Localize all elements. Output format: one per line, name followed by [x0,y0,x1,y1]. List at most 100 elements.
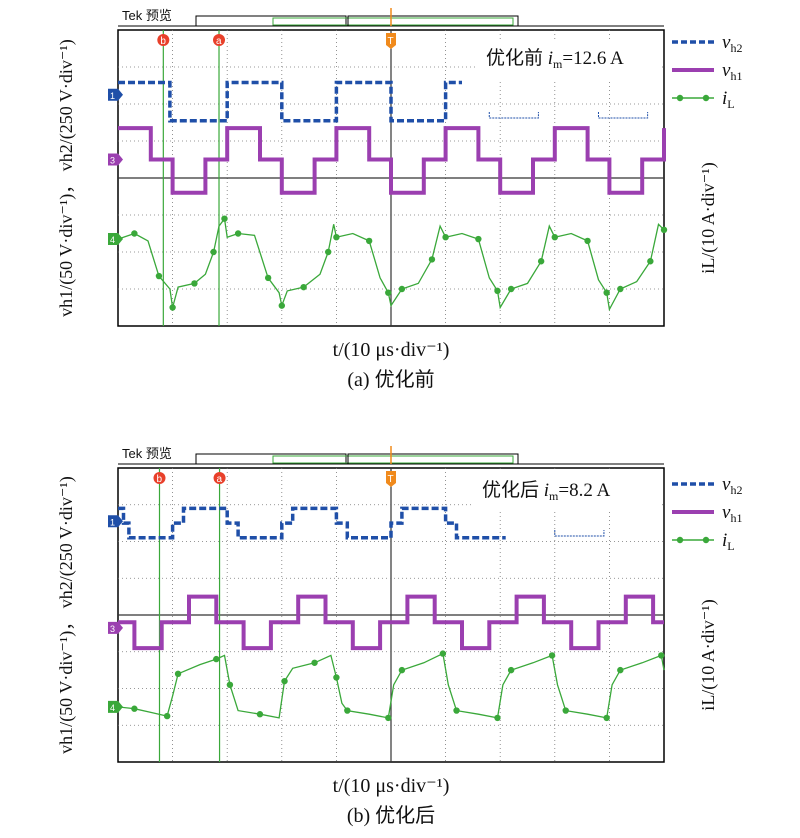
series-iL-point [603,289,610,296]
series-iL-point [428,256,436,263]
series-iL-point [507,666,515,674]
series-iL-point [603,714,610,722]
cursor-a-label: a [216,36,222,47]
series-iL-point [647,258,654,265]
cursor-a-label: a [217,474,223,485]
series-iL-line [117,217,665,312]
cursor-a-marker [213,34,226,46]
y-axis-label-right: iL/(10 A·div⁻¹) [698,599,719,710]
trigger-marker [386,471,396,487]
series-iL-point [256,711,264,718]
cursor-b-label: b [156,474,162,485]
series-iL-point [131,705,138,712]
series-iL-point [398,666,406,674]
series-iL-point [169,304,176,311]
series-iL-point [191,280,198,287]
legend-label-vh1: vh1 [722,502,742,525]
scope-record-bar-2 [347,453,519,465]
series-iL-point [210,248,217,256]
scope-view-window [272,455,514,464]
series-iL-point [311,659,318,666]
series-iL-point [264,274,272,282]
series-vh2-line [118,506,506,540]
series-iL-point [439,650,447,657]
chart-a-svg: Tek 预览 b a T 1 3 4 优化前 im=12.6 A vh2 vh1 iL vh1/(50… [56,8,742,391]
legend-item-vh1: vh1 [672,60,742,83]
series-iL-point [344,707,351,714]
channel-marker-label: 4 [110,703,115,713]
scope-record-bar-2 [347,15,519,27]
y-axis-label-right: iL/(10 A·div⁻¹) [698,162,719,273]
series-iL-point [617,285,624,293]
oscilloscope-panel-a: Tek 预览 b a T 1 3 4 优化前 im=12.6 A vh2 vh1 iL vh1/(50… [0,0,800,400]
channel-marker-1 [108,515,123,528]
inset-label-box [474,472,660,512]
trigger-label: T [388,36,394,47]
series-iL-point [584,237,591,245]
series-iL-point [300,283,307,291]
cursor-a-marker [213,472,226,484]
series-iL-point [658,652,665,659]
series-iL-point [163,712,171,720]
series-iL-point [442,234,449,241]
series-iL-point [365,237,373,245]
legend-swatch-point [702,536,710,544]
series-iL-point [221,215,228,222]
series-iL-point [131,230,138,237]
series-iL-point [234,230,242,237]
legend-label-vh1: vh1 [722,60,742,83]
scope-header-text: Tek 预览 [122,8,172,23]
series-iL-point [548,652,556,659]
legend-swatch-point [676,536,684,544]
legend-label-vh2: vh2 [722,474,742,497]
chart-caption: (b) 优化后 [347,804,435,827]
legend-item-vh2: vh2 [672,474,742,497]
legend-item-iL: iL [672,88,735,111]
scope-record-bar [195,15,347,27]
series-iL-point [333,234,340,241]
scope-header-text: Tek 预览 [122,446,172,461]
inset-label-text: 优化后 im=8.2 A [482,479,611,503]
series-iL-point [551,234,558,241]
channel-marker-4 [108,233,123,246]
series-iL-point [174,670,182,677]
series-iL-point [398,285,406,293]
series-vh2-partial [488,112,539,119]
series-iL-point [475,235,482,243]
channel-marker-label: 1 [110,91,115,101]
series-iL-point [494,287,501,295]
series-iL-point [278,302,285,309]
legend-label-iL: iL [722,530,735,553]
series-iL-point [494,714,501,722]
channel-marker-label: 3 [110,624,115,634]
trigger-label: T [388,474,394,485]
series-iL-point [325,248,332,256]
series-iL-point [385,289,392,296]
legend-item-vh2: vh2 [672,32,742,55]
y-axis-label-left: vh1/(50 V·div⁻¹)， vh2/(250 V·div⁻¹) [56,476,77,754]
x-axis-label: t/(10 μs·div⁻¹) [333,775,450,797]
legend-swatch-point [676,94,684,102]
series-vh2-line [118,80,462,123]
legend-label-vh2: vh2 [722,32,742,55]
inset-label-text: 优化前 im=12.6 A [486,47,624,71]
series-iL-point [155,272,163,280]
series-iL-point [333,674,340,681]
legend-item-iL: iL [672,530,735,553]
channel-marker-4 [108,700,123,713]
series-iL-point [507,285,515,293]
legend-swatch-point [702,94,710,102]
chart-b-svg: Tek 预览 b a T 1 3 4 优化后 im=8.2 A vh2 vh1 iL vh1/(50 … [56,446,742,827]
series-iL-point [562,707,569,714]
channel-marker-1 [108,88,123,101]
scope-view-window [272,17,514,26]
series-vh1-line [118,126,666,195]
oscilloscope-panel-b: Tek 预览 b a T 1 3 4 优化后 im=8.2 A vh2 vh1 iL vh1/(50 … [0,432,800,832]
legend-label-iL: iL [722,88,735,111]
channel-marker-label: 4 [110,235,115,245]
series-iL-point [660,226,668,233]
series-iL-point [281,677,288,685]
series-vh2-partial [597,112,649,119]
cursor-b-marker [153,472,166,484]
series-iL-point [453,707,460,714]
